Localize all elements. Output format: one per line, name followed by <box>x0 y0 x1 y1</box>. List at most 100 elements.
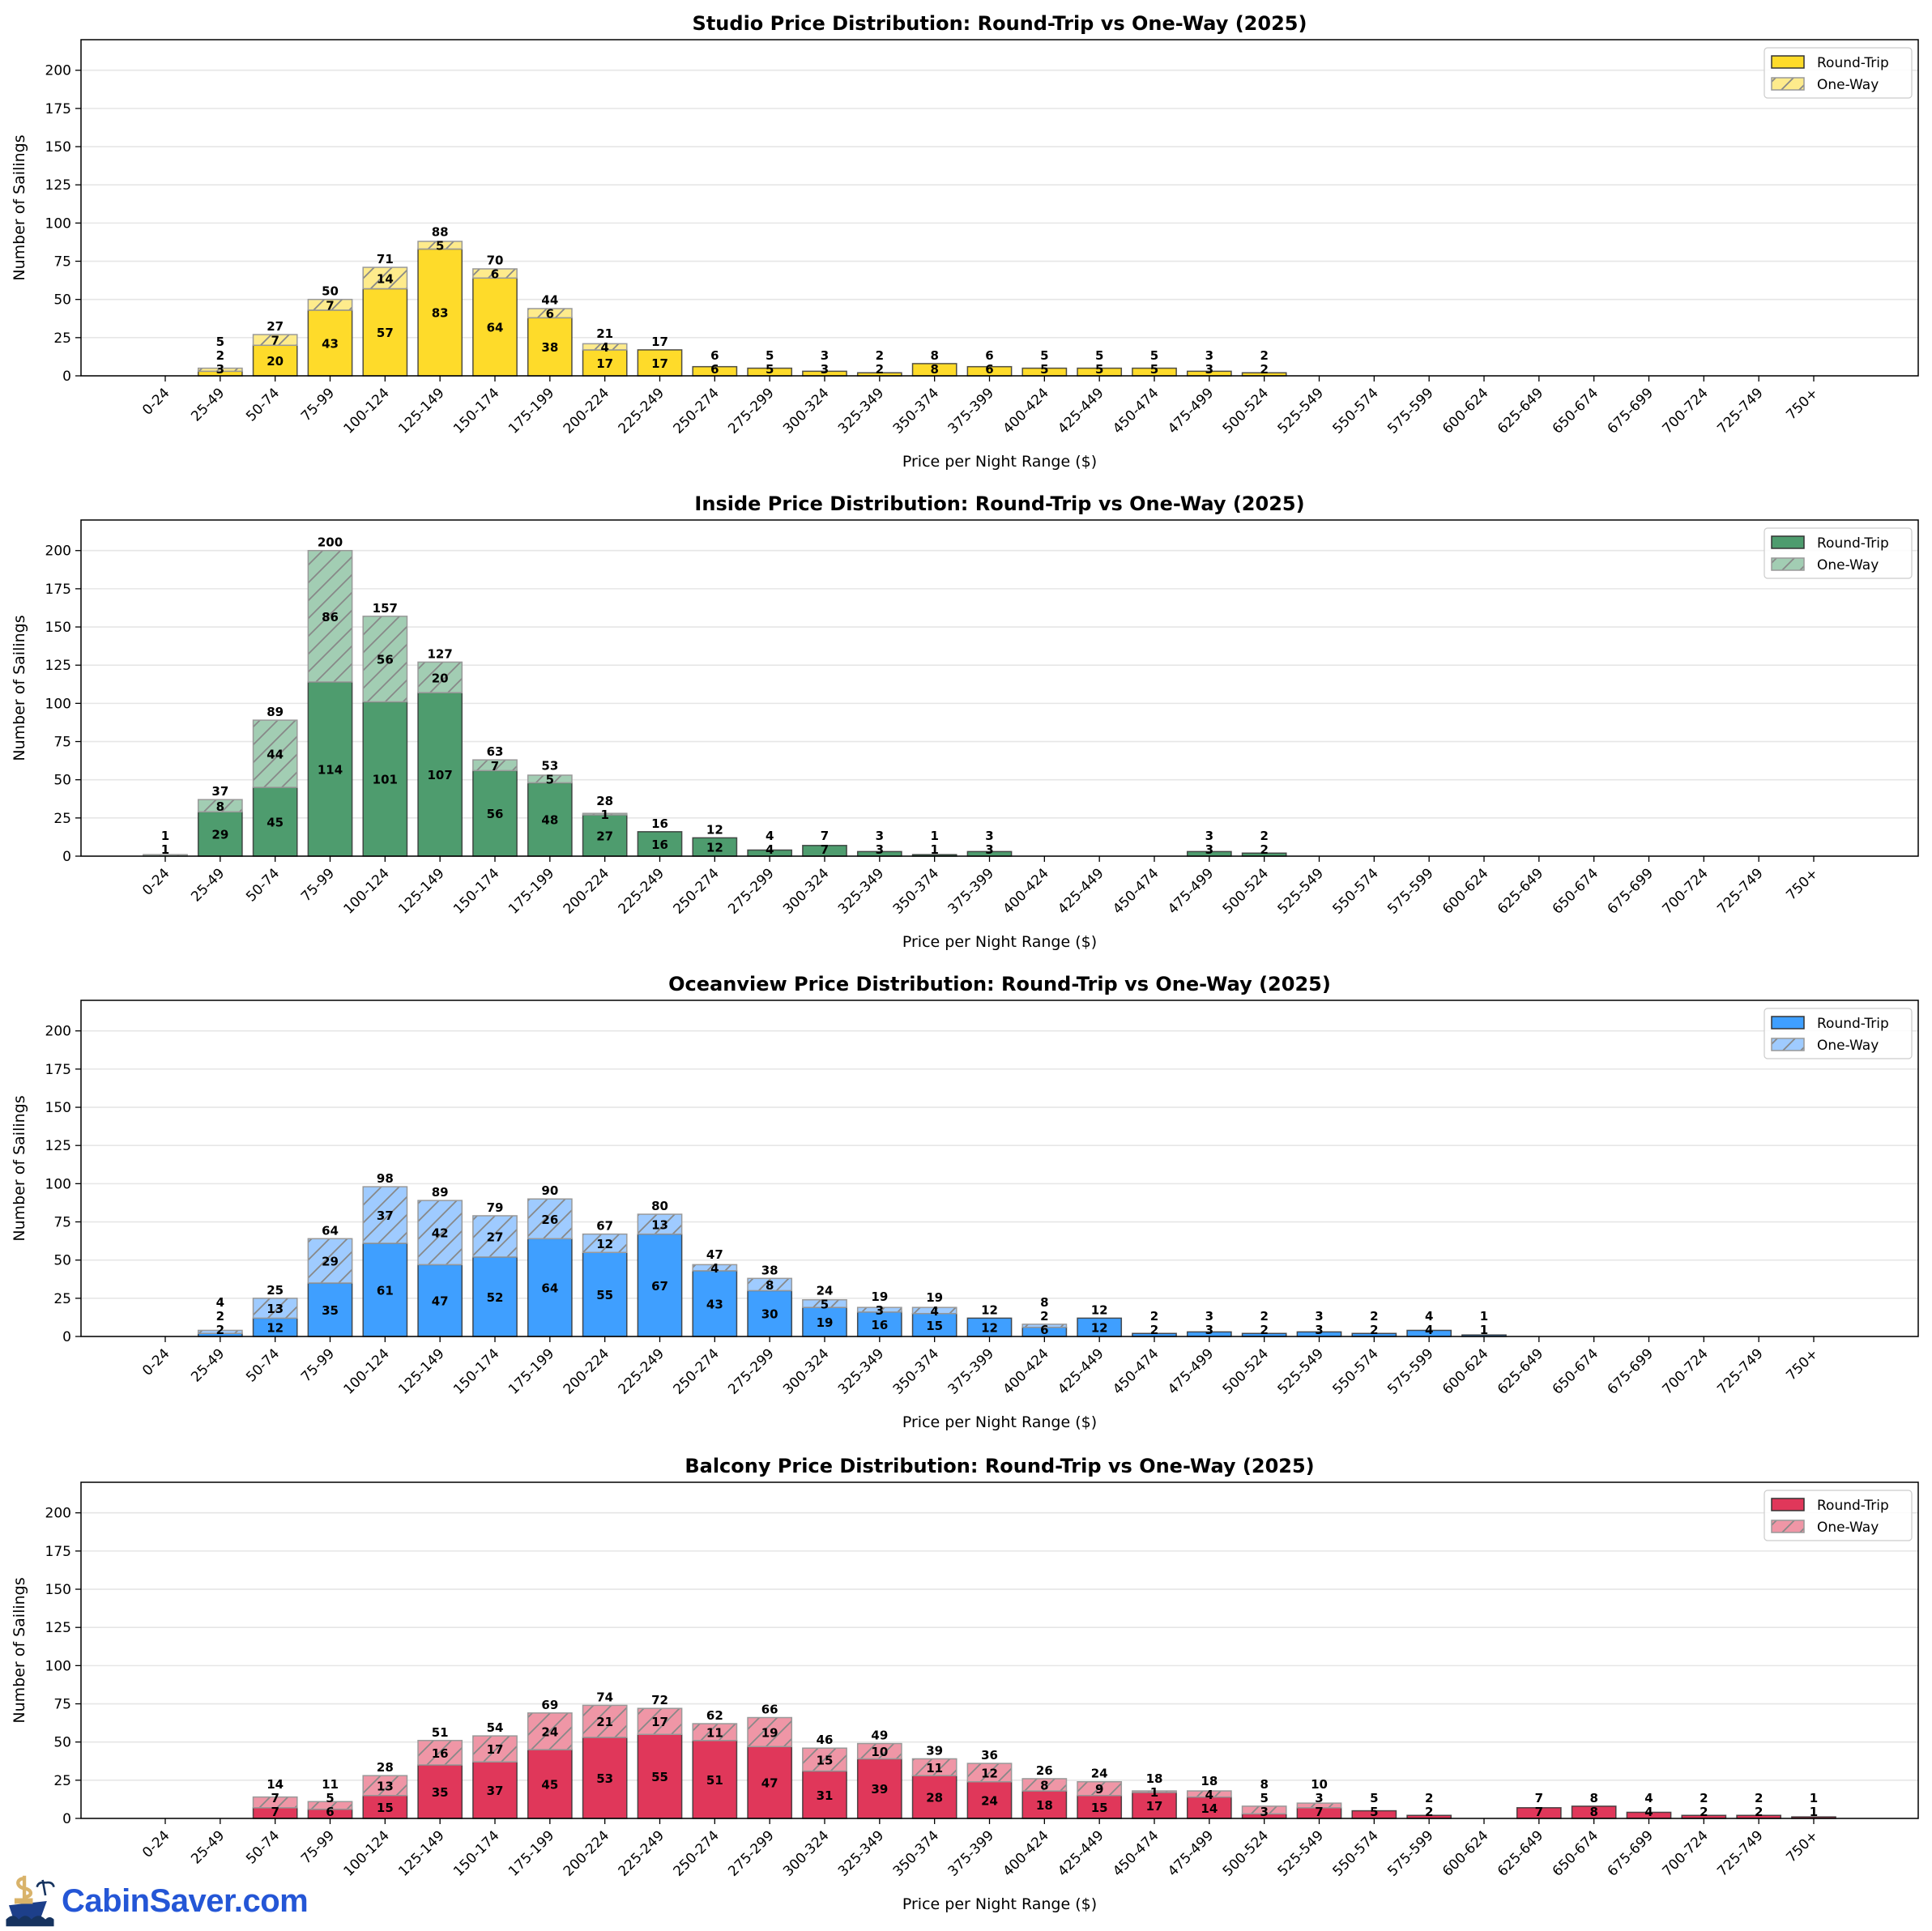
data-label-total: 28 <box>596 794 613 808</box>
data-label-round-trip: 55 <box>596 1288 613 1302</box>
x-tick-label: 150-174 <box>450 385 502 437</box>
legend-swatch-one-way <box>1771 1520 1805 1533</box>
data-label-round-trip: 61 <box>377 1283 394 1298</box>
bar-one-way <box>692 1723 738 1741</box>
data-label-round-trip: 15 <box>1091 1801 1108 1815</box>
y-tick-label: 175 <box>45 582 71 598</box>
x-tick-label: 625-649 <box>1495 865 1546 917</box>
data-label-total: 49 <box>871 1729 888 1743</box>
bar-one-way <box>1296 1802 1342 1809</box>
data-label-one-way: 12 <box>596 1237 613 1251</box>
bar-one-way <box>472 759 518 772</box>
x-tick-label: 100-124 <box>341 865 393 917</box>
bar-round-trip <box>1077 1794 1123 1819</box>
x-tick-label: 425-449 <box>1055 1827 1107 1879</box>
data-label-total: 19 <box>871 1289 888 1304</box>
data-label-one-way: 3 <box>876 1303 884 1318</box>
y-tick-label: 150 <box>45 620 71 636</box>
data-label-round-trip: 12 <box>267 1321 284 1336</box>
data-label-total: 79 <box>487 1200 504 1215</box>
data-label-round-trip: 29 <box>211 828 228 842</box>
legend-label-one-way: One-Way <box>1817 557 1879 573</box>
data-label-round-trip: 3 <box>876 842 884 857</box>
x-tick-label: 0-24 <box>139 865 173 898</box>
x-tick-label: 625-649 <box>1495 385 1546 437</box>
data-label-round-trip: 3 <box>1205 362 1213 377</box>
x-tick-label: 150-174 <box>450 1827 502 1879</box>
data-label-one-way: 4 <box>710 1261 719 1276</box>
x-tick-label: 200-224 <box>561 1345 612 1397</box>
data-label-round-trip: 43 <box>322 336 339 351</box>
data-label-one-way: 3 <box>1315 1791 1323 1805</box>
y-tick-label: 0 <box>62 1329 71 1345</box>
data-label-one-way: 2 <box>216 348 224 363</box>
data-label-total: 8 <box>930 348 938 363</box>
data-label-round-trip: 1 <box>930 842 938 857</box>
data-label-round-trip: 12 <box>706 841 723 855</box>
data-label-one-way: 2 <box>216 1309 224 1324</box>
data-label-total: 8 <box>1260 1777 1268 1792</box>
data-label-total: 89 <box>432 1185 449 1200</box>
data-label-total: 2 <box>876 348 884 363</box>
bar-one-way <box>417 1740 463 1766</box>
bar-round-trip <box>417 1264 463 1337</box>
data-label-round-trip: 15 <box>926 1319 943 1333</box>
y-tick-label: 25 <box>53 1291 71 1307</box>
data-label-round-trip: 8 <box>930 362 938 377</box>
data-label-round-trip: 24 <box>981 1793 998 1808</box>
bar-one-way <box>747 1277 793 1292</box>
bar-one-way <box>637 1707 683 1736</box>
data-label-one-way: 5 <box>436 239 444 254</box>
data-label-total: 2 <box>1425 1791 1433 1805</box>
y-tick-label: 0 <box>62 849 71 865</box>
x-tick-label: 75-99 <box>298 1345 338 1385</box>
data-label-round-trip: 114 <box>318 762 343 777</box>
data-label-one-way: 21 <box>596 1715 613 1729</box>
data-label-round-trip: 2 <box>1700 1805 1708 1819</box>
data-label-total: 67 <box>596 1219 613 1234</box>
data-label-round-trip: 19 <box>817 1315 834 1330</box>
bar-round-trip <box>856 1311 902 1337</box>
bar-one-way <box>1186 1790 1232 1798</box>
data-label-total: 17 <box>651 335 668 349</box>
data-label-total: 4 <box>1644 1791 1653 1805</box>
data-label-one-way: 7 <box>326 298 334 313</box>
y-tick-label: 50 <box>53 1735 71 1751</box>
x-tick-label: 550-574 <box>1330 865 1382 917</box>
data-label-total: 38 <box>761 1263 778 1277</box>
y-tick-label: 125 <box>45 177 71 194</box>
x-tick-label: 350-374 <box>890 1827 942 1879</box>
x-tick-label: 475-499 <box>1165 1345 1217 1397</box>
x-tick-label: 100-124 <box>341 1345 393 1397</box>
x-tick-label: 700-724 <box>1660 385 1712 437</box>
data-label-round-trip: 7 <box>271 1805 279 1819</box>
data-label-one-way: 5 <box>546 773 554 787</box>
data-label-round-trip: 37 <box>487 1784 504 1798</box>
bar-one-way <box>472 1735 518 1763</box>
data-label-one-way: 6 <box>491 267 499 282</box>
data-label-round-trip: 15 <box>377 1801 394 1815</box>
x-tick-label: 500-524 <box>1220 1345 1272 1397</box>
data-label-total: 1 <box>1480 1309 1488 1324</box>
data-label-round-trip: 57 <box>377 326 394 340</box>
x-tick-label: 375-399 <box>945 1827 997 1879</box>
data-label-round-trip: 3 <box>1315 1323 1323 1337</box>
y-tick-label: 125 <box>45 658 71 674</box>
x-tick-label: 675-699 <box>1605 1827 1657 1879</box>
y-tick-label: 200 <box>45 63 71 79</box>
x-tick-label: 650-674 <box>1550 385 1601 437</box>
data-label-one-way: 7 <box>491 759 499 774</box>
legend-swatch-round-trip <box>1771 1016 1805 1029</box>
bar-round-trip <box>1132 1792 1177 1819</box>
x-tick-label: 175-199 <box>505 1827 557 1879</box>
x-tick-label: 50-74 <box>243 385 283 424</box>
data-label-round-trip: 47 <box>761 1776 778 1791</box>
x-tick-label: 250-274 <box>671 1827 723 1879</box>
y-tick-label: 25 <box>53 1773 71 1789</box>
x-tick-label: 350-374 <box>890 1345 942 1397</box>
x-tick-label: 450-474 <box>1110 1827 1162 1879</box>
data-label-one-way: 26 <box>541 1213 558 1227</box>
bar-one-way <box>307 1801 353 1810</box>
x-tick-label: 525-549 <box>1275 1827 1327 1879</box>
data-label-round-trip: 107 <box>428 768 453 782</box>
